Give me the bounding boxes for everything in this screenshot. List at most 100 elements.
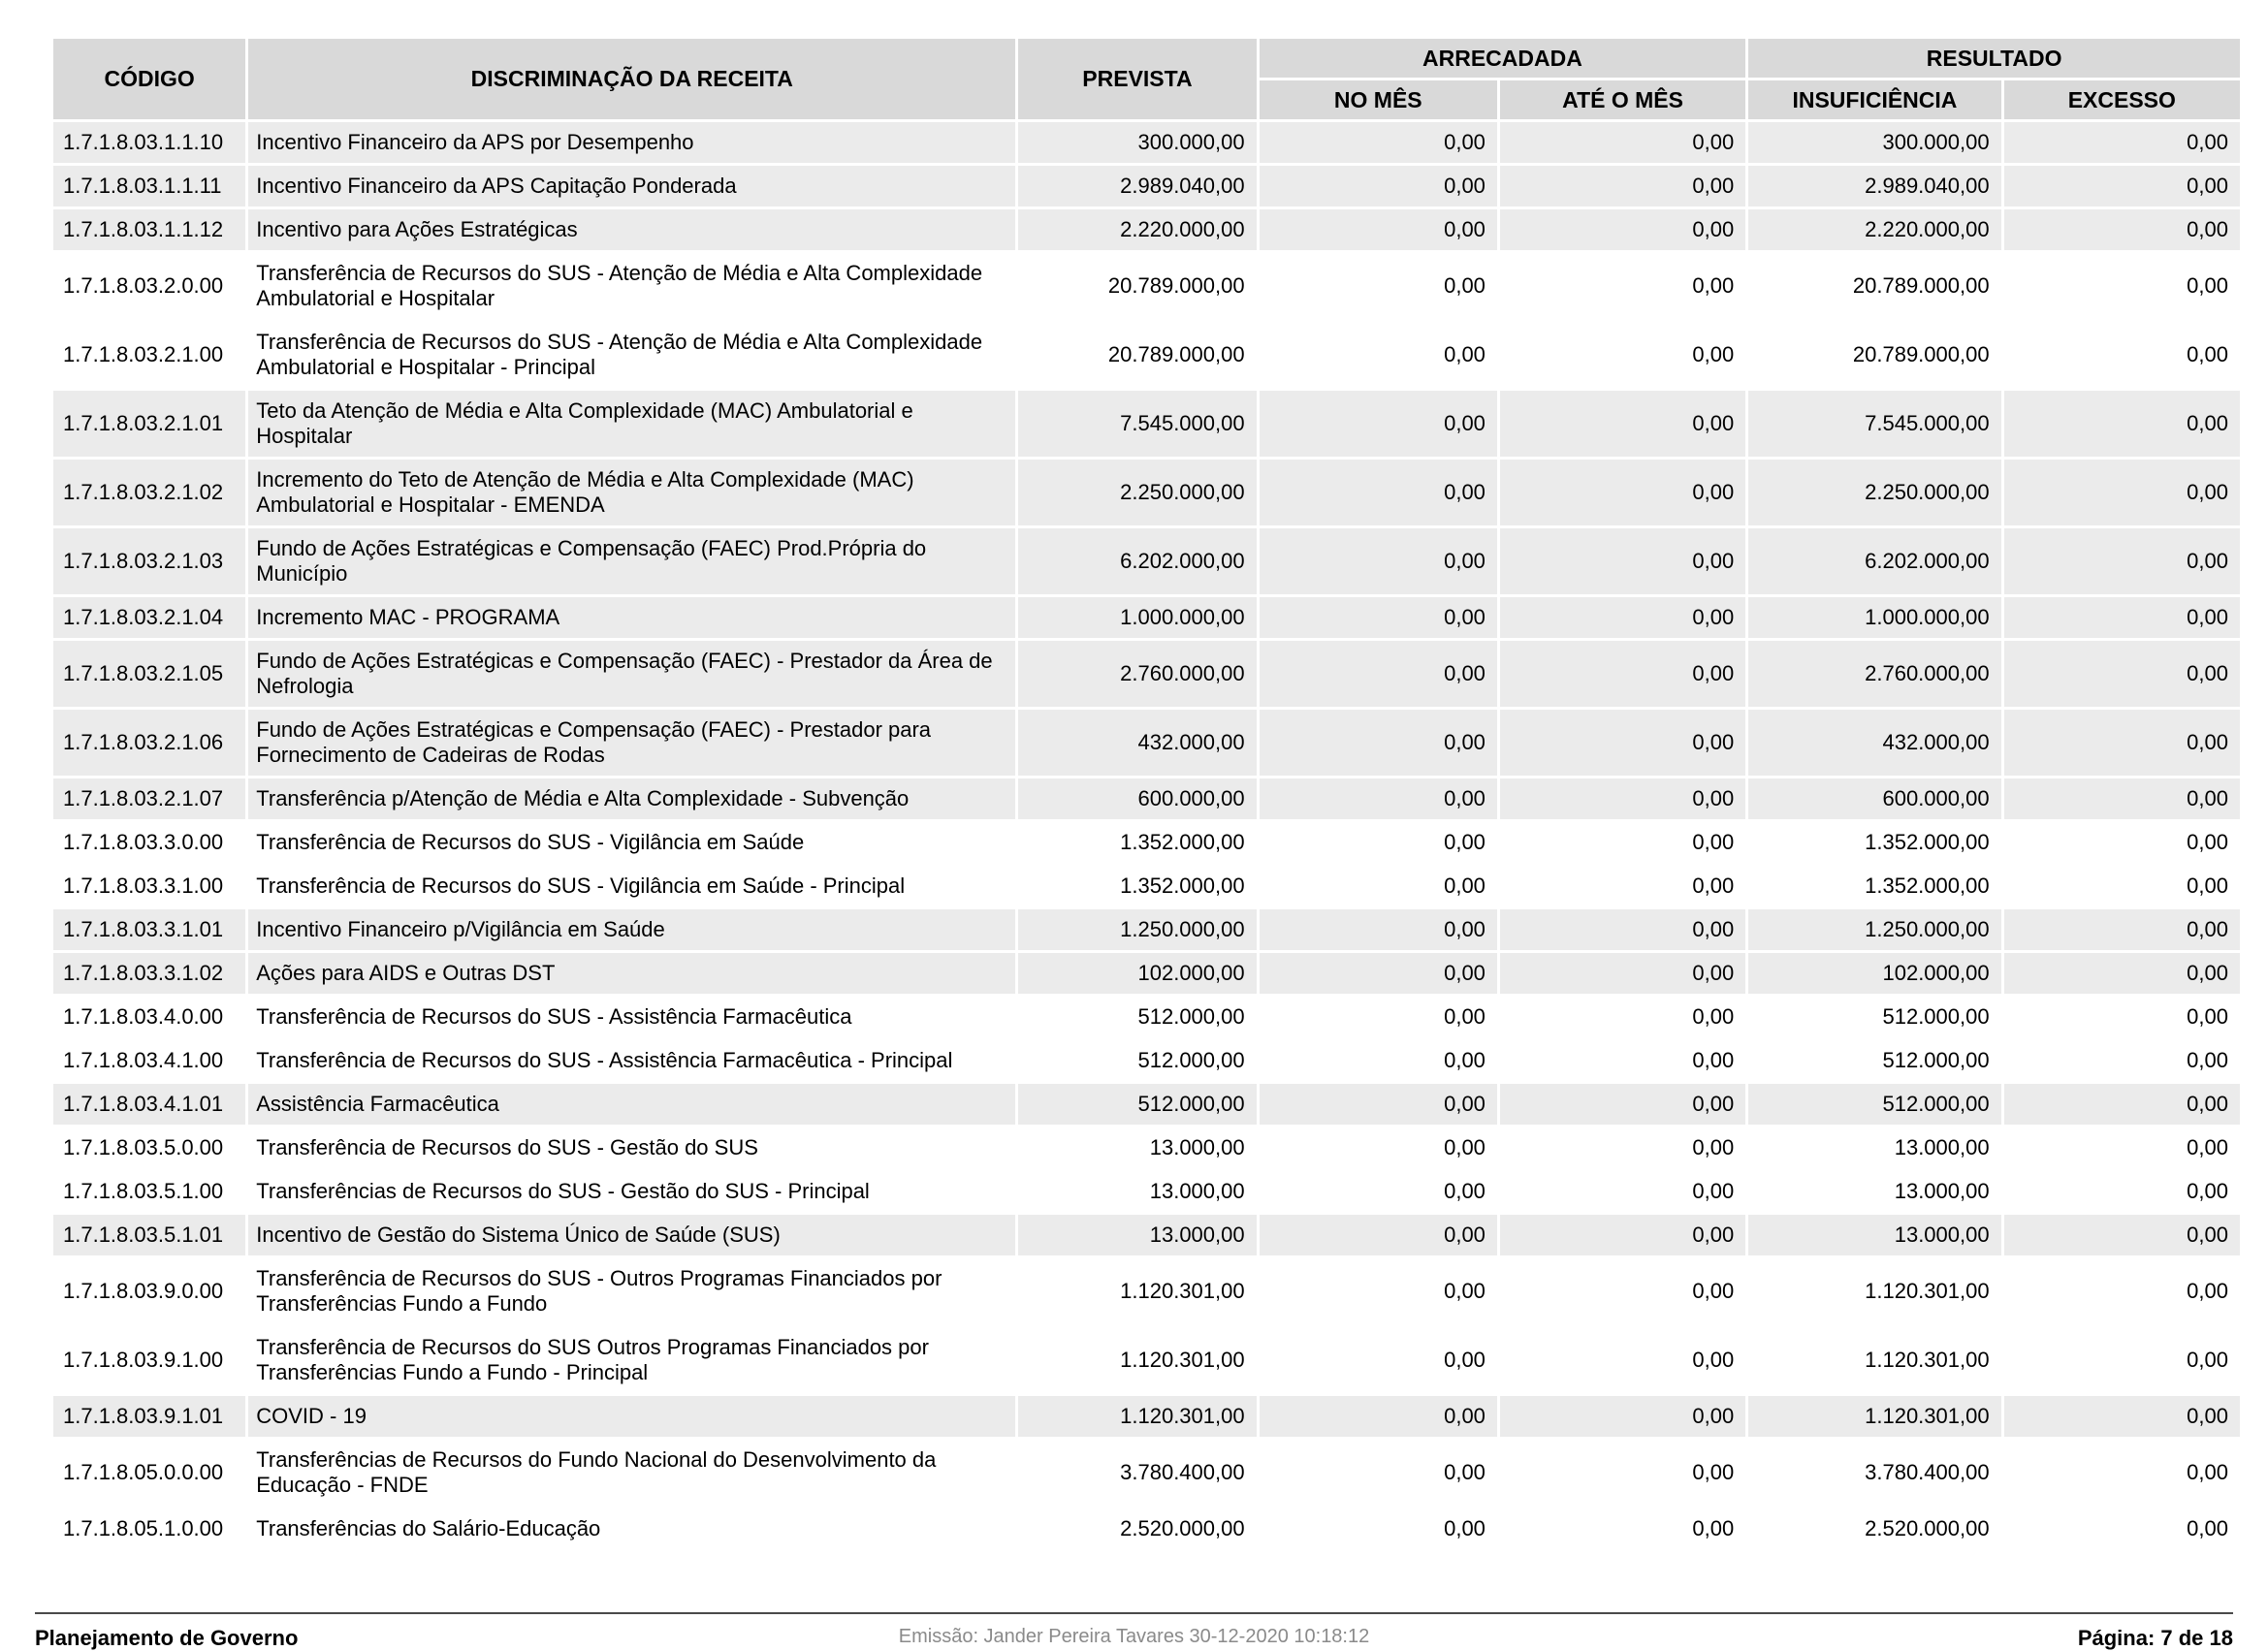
- row-excesso: 0,00: [2003, 866, 2240, 906]
- row-prevista: 20.789.000,00: [1018, 253, 1257, 319]
- row-code: 1.7.1.8.03.9.0.00: [53, 1258, 246, 1324]
- row-arrecadada-no-mes: 0,00: [1259, 209, 1497, 250]
- row-code: 1.7.1.8.03.5.1.00: [53, 1171, 246, 1212]
- row-description: Transferências de Recursos do Fundo Naci…: [248, 1440, 1016, 1506]
- row-arrecadada-ate-o-mes: 0,00: [1499, 460, 1746, 525]
- row-code: 1.7.1.8.03.2.1.03: [53, 528, 246, 594]
- row-arrecadada-ate-o-mes: 0,00: [1499, 1396, 1746, 1437]
- row-arrecadada-no-mes: 0,00: [1259, 778, 1497, 819]
- row-arrecadada-ate-o-mes: 0,00: [1499, 997, 1746, 1037]
- row-prevista: 512.000,00: [1018, 1084, 1257, 1125]
- row-arrecadada-no-mes: 0,00: [1259, 866, 1497, 906]
- row-arrecadada-no-mes: 0,00: [1259, 1215, 1497, 1255]
- row-excesso: 0,00: [2003, 1258, 2240, 1324]
- row-arrecadada-no-mes: 0,00: [1259, 1258, 1497, 1324]
- row-arrecadada-no-mes: 0,00: [1259, 1327, 1497, 1393]
- row-arrecadada-no-mes: 0,00: [1259, 1508, 1497, 1549]
- column-header-prevista: PREVISTA: [1018, 39, 1257, 119]
- row-description: Transferência de Recursos do SUS - Gestã…: [248, 1127, 1016, 1168]
- row-excesso: 0,00: [2003, 641, 2240, 707]
- table-row: 1.7.1.8.03.3.1.01 Incentivo Financeiro p/…: [53, 909, 2240, 950]
- row-arrecadada-no-mes: 0,00: [1259, 1040, 1497, 1081]
- row-arrecadada-ate-o-mes: 0,00: [1499, 209, 1746, 250]
- row-description: Transferência de Recursos do SUS - Outro…: [248, 1258, 1016, 1324]
- row-arrecadada-no-mes: 0,00: [1259, 597, 1497, 638]
- row-arrecadada-ate-o-mes: 0,00: [1499, 166, 1746, 206]
- footer-page-number: Página: 7 de 18: [2077, 1626, 2233, 1650]
- row-prevista: 3.780.400,00: [1018, 1440, 1257, 1506]
- table-row: 1.7.1.8.03.9.1.00 Transferência de Recurs…: [53, 1327, 2240, 1393]
- row-code: 1.7.1.8.03.9.1.00: [53, 1327, 246, 1393]
- table-row: 1.7.1.8.03.2.1.02 Incremento do Teto de A…: [53, 460, 2240, 525]
- row-excesso: 0,00: [2003, 166, 2240, 206]
- table-row: 1.7.1.8.03.5.1.00 Transferências de Recur…: [53, 1171, 2240, 1212]
- row-code: 1.7.1.8.05.1.0.00: [53, 1508, 246, 1549]
- row-excesso: 0,00: [2003, 1084, 2240, 1125]
- table-row: 1.7.1.8.03.2.1.01 Teto da Atenção de Médi…: [53, 391, 2240, 457]
- row-insuficiencia: 300.000,00: [1748, 122, 2001, 163]
- row-prevista: 2.220.000,00: [1018, 209, 1257, 250]
- row-arrecadada-ate-o-mes: 0,00: [1499, 778, 1746, 819]
- row-arrecadada-no-mes: 0,00: [1259, 997, 1497, 1037]
- row-prevista: 1.352.000,00: [1018, 866, 1257, 906]
- row-arrecadada-ate-o-mes: 0,00: [1499, 1258, 1746, 1324]
- row-code: 1.7.1.8.03.3.1.02: [53, 953, 246, 994]
- table-row: 1.7.1.8.03.1.1.10 Incentivo Financeiro da…: [53, 122, 2240, 163]
- table-row: 1.7.1.8.03.1.1.11 Incentivo Financeiro da…: [53, 166, 2240, 206]
- row-description: Transferência de Recursos do SUS - Vigil…: [248, 822, 1016, 863]
- row-prevista: 512.000,00: [1018, 1040, 1257, 1081]
- row-arrecadada-no-mes: 0,00: [1259, 953, 1497, 994]
- column-header-insuficiencia: INSUFICIÊNCIA: [1748, 80, 2001, 119]
- row-description: Incentivo Financeiro p/Vigilância em Saú…: [248, 909, 1016, 950]
- row-insuficiencia: 1.352.000,00: [1748, 866, 2001, 906]
- row-excesso: 0,00: [2003, 1327, 2240, 1393]
- row-arrecadada-ate-o-mes: 0,00: [1499, 1127, 1746, 1168]
- row-insuficiencia: 2.760.000,00: [1748, 641, 2001, 707]
- row-arrecadada-no-mes: 0,00: [1259, 1171, 1497, 1212]
- row-code: 1.7.1.8.03.2.1.04: [53, 597, 246, 638]
- row-description: Transferência de Recursos do SUS Outros …: [248, 1327, 1016, 1393]
- row-insuficiencia: 1.120.301,00: [1748, 1327, 2001, 1393]
- row-arrecadada-ate-o-mes: 0,00: [1499, 1040, 1746, 1081]
- row-description: Transferência de Recursos do SUS - Vigil…: [248, 866, 1016, 906]
- row-insuficiencia: 512.000,00: [1748, 1084, 2001, 1125]
- revenue-table: CÓDIGO DISCRIMINAÇÃO DA RECEITA PREVISTA…: [50, 36, 2243, 1552]
- revenue-table-header: CÓDIGO DISCRIMINAÇÃO DA RECEITA PREVISTA…: [53, 39, 2240, 119]
- row-insuficiencia: 3.780.400,00: [1748, 1440, 2001, 1506]
- row-insuficiencia: 432.000,00: [1748, 710, 2001, 776]
- row-description: Ações para AIDS e Outras DST: [248, 953, 1016, 994]
- row-prevista: 1.120.301,00: [1018, 1327, 1257, 1393]
- row-excesso: 0,00: [2003, 953, 2240, 994]
- row-code: 1.7.1.8.03.2.1.01: [53, 391, 246, 457]
- row-prevista: 2.760.000,00: [1018, 641, 1257, 707]
- row-code: 1.7.1.8.03.3.1.01: [53, 909, 246, 950]
- page-footer: Planejamento de Governo Emissão: Jander …: [35, 1612, 2233, 1651]
- row-code: 1.7.1.8.03.1.1.12: [53, 209, 246, 250]
- row-excesso: 0,00: [2003, 528, 2240, 594]
- row-description: Incentivo Financeiro da APS Capitação Po…: [248, 166, 1016, 206]
- row-description: Transferência de Recursos do SUS - Atenç…: [248, 322, 1016, 388]
- row-arrecadada-no-mes: 0,00: [1259, 253, 1497, 319]
- footer-system-name: Planejamento de Governo: [35, 1626, 299, 1650]
- row-description: Incremento MAC - PROGRAMA: [248, 597, 1016, 638]
- row-excesso: 0,00: [2003, 822, 2240, 863]
- column-header-no-mes: NO MÊS: [1259, 80, 1497, 119]
- row-arrecadada-ate-o-mes: 0,00: [1499, 909, 1746, 950]
- row-prevista: 13.000,00: [1018, 1171, 1257, 1212]
- row-description: Transferência de Recursos do SUS - Atenç…: [248, 253, 1016, 319]
- row-arrecadada-ate-o-mes: 0,00: [1499, 391, 1746, 457]
- row-arrecadada-no-mes: 0,00: [1259, 122, 1497, 163]
- row-prevista: 20.789.000,00: [1018, 322, 1257, 388]
- row-prevista: 6.202.000,00: [1018, 528, 1257, 594]
- row-excesso: 0,00: [2003, 322, 2240, 388]
- row-insuficiencia: 1.120.301,00: [1748, 1396, 2001, 1437]
- row-code: 1.7.1.8.03.2.1.05: [53, 641, 246, 707]
- row-arrecadada-ate-o-mes: 0,00: [1499, 528, 1746, 594]
- row-insuficiencia: 512.000,00: [1748, 1040, 2001, 1081]
- row-insuficiencia: 1.000.000,00: [1748, 597, 2001, 638]
- table-row: 1.7.1.8.03.5.1.01 Incentivo de Gestão do …: [53, 1215, 2240, 1255]
- row-code: 1.7.1.8.03.4.1.01: [53, 1084, 246, 1125]
- table-row: 1.7.1.8.03.2.1.06 Fundo de Ações Estratég…: [53, 710, 2240, 776]
- row-prevista: 432.000,00: [1018, 710, 1257, 776]
- column-group-arrecadada: ARRECADADA: [1259, 39, 1746, 78]
